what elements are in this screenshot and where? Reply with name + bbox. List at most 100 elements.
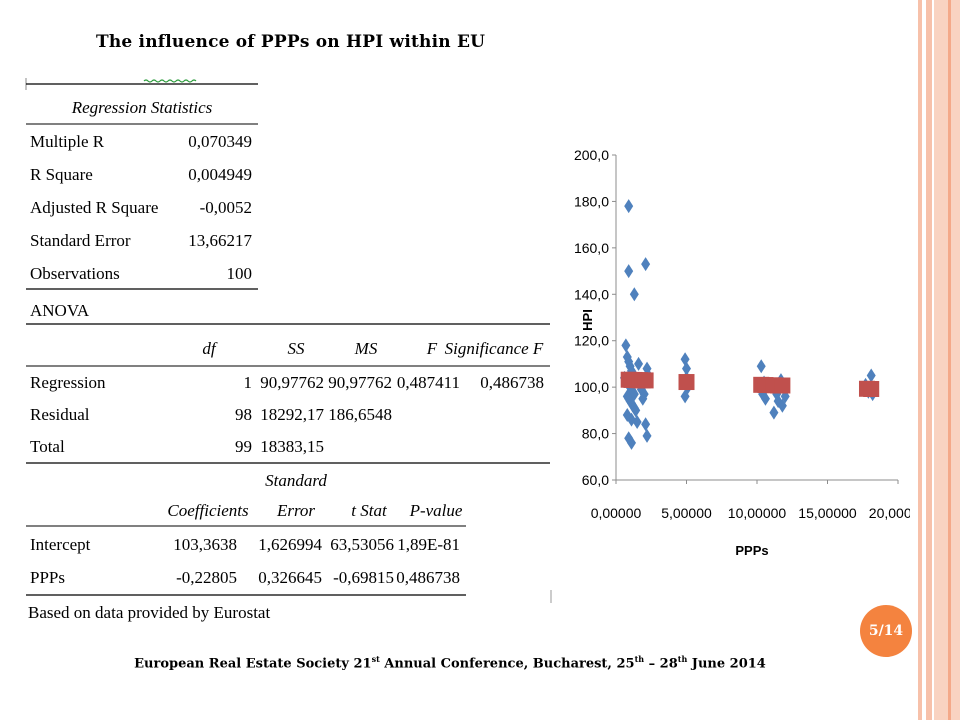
stat-label: Standard Error (30, 231, 131, 250)
stat-label: Observations (30, 264, 120, 283)
y-tick-label: 100,0 (574, 379, 609, 395)
observed-point (756, 359, 766, 374)
y-tick-label: 200,0 (574, 147, 609, 163)
header-error: Error (276, 501, 315, 520)
observed-point (641, 417, 651, 432)
source-note: Based on data provided by Eurostat (28, 603, 270, 622)
decor-stripe-2 (926, 0, 932, 720)
footer-text: European Real Estate Society 21st Annual… (0, 654, 900, 671)
anova-cell: 18383,15 (260, 437, 324, 456)
slide-title: The influence of PPPs on HPI within EU (96, 32, 486, 52)
coef-cell: 63,53056 (330, 535, 394, 554)
observed-point (622, 408, 632, 422)
anova-cell: 18292,17 (260, 405, 324, 424)
observed-point (638, 391, 648, 406)
anova-cell: 90,97762 (328, 373, 392, 392)
stat-value: 13,66217 (188, 231, 252, 250)
y-tick-label: 180,0 (574, 193, 609, 209)
stat-label: Adjusted R Square (30, 198, 158, 217)
y-axis-title: HPI (580, 309, 595, 331)
chart-axes: 60,0 80,0 100,0 120,0 140,0 160,0 180,0 200,0 0,… (574, 147, 910, 521)
anova-header: df (202, 339, 218, 358)
footer-sup-3: th (677, 654, 688, 664)
observed-point (624, 199, 634, 214)
coef-cell: -0,22805 (176, 568, 237, 587)
anova-header: SS (288, 339, 306, 358)
anova-header: F (426, 339, 438, 358)
stat-value: 100 (227, 264, 253, 283)
y-tick-label: 160,0 (574, 240, 609, 256)
footer-part-2: Annual Conference, Bucharest, 25 (379, 656, 635, 672)
hpi-ppps-scatter-chart: 60,0 80,0 100,0 120,0 140,0 160,0 180,0 200,0 0,… (574, 147, 910, 558)
anova-label: ANOVA (30, 301, 90, 320)
anova-header: MS (354, 339, 378, 358)
coef-cell: 1,626994 (258, 535, 322, 554)
anova-cell: 90,97762 (260, 373, 324, 392)
decor-stripe-4 (948, 0, 951, 720)
anova-cell: 186,6548 (328, 405, 392, 424)
chart-marks (619, 199, 880, 450)
x-tick-label: 10,00000 (728, 505, 787, 521)
observed-point (760, 391, 770, 406)
observed-point (769, 405, 779, 420)
stat-value: 0,070349 (188, 132, 252, 151)
regression-output-table: Regression Statistics Multiple R 0,070349… (24, 78, 554, 628)
wavy-mark (143, 79, 197, 83)
y-tick-label: 140,0 (574, 286, 609, 302)
footer-part-4: June 2014 (687, 656, 766, 672)
observed-point (631, 403, 641, 418)
x-axis-title: PPPs (735, 543, 768, 558)
observed-point (621, 338, 631, 353)
coef-cell: 0,486738 (396, 568, 460, 587)
observed-point (682, 361, 691, 376)
observed-point (773, 394, 783, 409)
x-tick-label: 20,00000 (869, 505, 910, 521)
observed-point (642, 428, 652, 443)
x-tick-label: 5,00000 (661, 505, 712, 521)
observed-point (634, 356, 644, 371)
footer-part-1: European Real Estate Society 21 (134, 656, 372, 672)
footer-sup-1: st (371, 654, 380, 664)
coef-cell: -0,69815 (333, 568, 394, 587)
coef-cell: 103,3638 (173, 535, 237, 554)
x-tick-label: 0,00000 (591, 505, 642, 521)
predicted-point (678, 374, 695, 391)
anova-cell: 1 (244, 373, 253, 392)
y-tick-label: 60,0 (582, 472, 609, 488)
stat-value: 0,004949 (188, 165, 252, 184)
y-tick-label: 120,0 (574, 333, 609, 349)
anova-rows: Regression 1 90,97762 90,97762 0,487411 0,486… (30, 373, 544, 456)
header-t-stat: t Stat (351, 501, 388, 520)
table-background (24, 78, 554, 628)
anova-cell: 99 (235, 437, 252, 456)
y-tick-label: 80,0 (582, 426, 609, 442)
header-p-value: P-value (409, 501, 463, 520)
predicted-point (637, 372, 654, 389)
anova-row-label: Regression (30, 373, 106, 392)
observed-point (866, 368, 876, 383)
coef-cell: 1,89E-81 (397, 535, 460, 554)
footer-part-3: – 28 (644, 656, 678, 672)
anova-header-row: df SS MS F Significance F (202, 339, 544, 358)
stat-value: -0,0052 (200, 198, 252, 217)
coef-cell: 0,326645 (258, 568, 322, 587)
anova-cell: 0,486738 (480, 373, 544, 392)
decor-stripe-1 (918, 0, 922, 720)
x-tick-label: 15,00000 (798, 505, 857, 521)
predicted-point (774, 377, 791, 394)
anova-row-label: Residual (30, 405, 90, 424)
observed-point (627, 435, 637, 450)
footer-sup-2: th (634, 654, 645, 664)
anova-header: Significance F (445, 339, 544, 358)
decor-stripe-3 (934, 0, 960, 720)
coefficient-rows: Intercept 103,3638 1,626994 63,53056 1,89E-8… (30, 535, 460, 587)
observed-point (627, 412, 637, 427)
stat-label: R Square (30, 165, 93, 184)
statistics-rows: Multiple R 0,070349 R Square 0,004949 Adjust… (30, 132, 253, 283)
predicted-point (863, 381, 880, 397)
header-coefficients: Coefficients (167, 501, 249, 520)
anova-row-label: Total (30, 437, 65, 456)
observed-point (632, 414, 642, 429)
header-standard: Standard (265, 471, 327, 490)
observed-point (629, 287, 639, 302)
